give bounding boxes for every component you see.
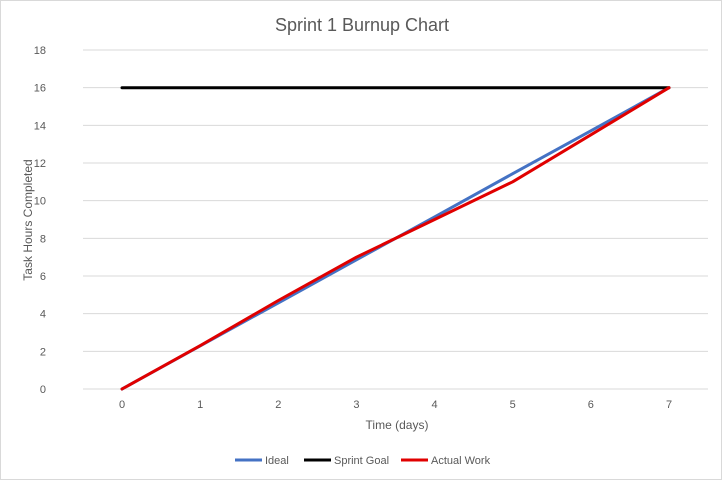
y-axis-ticks: 0 2 4 6 8 10 12 14 16 18: [34, 45, 46, 396]
x-tick-label: 0: [119, 399, 125, 411]
x-axis-label: Time (days): [366, 418, 429, 432]
x-tick-label: 5: [510, 399, 516, 411]
x-tick-label: 3: [353, 399, 359, 411]
y-tick-label: 16: [34, 83, 46, 95]
legend-label: Sprint Goal: [334, 455, 389, 467]
x-tick-label: 6: [588, 399, 594, 411]
series-lines: [120, 86, 671, 391]
y-tick-label: 12: [34, 158, 46, 170]
y-tick-label: 18: [34, 45, 46, 57]
y-tick-label: 2: [40, 346, 46, 358]
x-tick-label: 2: [275, 399, 281, 411]
series-line-actual-work: [120, 86, 671, 391]
y-tick-label: 10: [34, 196, 46, 208]
x-tick-label: 1: [197, 399, 203, 411]
y-axis-label: Task Hours Completed: [21, 159, 35, 280]
y-tick-label: 0: [40, 384, 46, 396]
x-tick-label: 4: [432, 399, 438, 411]
chart-title: Sprint 1 Burnup Chart: [275, 15, 449, 35]
x-tick-label: 7: [666, 399, 672, 411]
y-tick-label: 8: [40, 233, 46, 245]
y-tick-label: 4: [40, 309, 46, 321]
y-tick-label: 6: [40, 271, 46, 283]
x-axis-ticks: 0 1 2 3 4 5 6 7: [119, 399, 672, 411]
legend-label: Ideal: [265, 455, 289, 467]
gridlines: [83, 49, 708, 390]
y-tick-label: 14: [34, 120, 46, 132]
legend: Ideal Sprint Goal Actual Work: [235, 455, 491, 467]
legend-label: Actual Work: [431, 455, 491, 467]
